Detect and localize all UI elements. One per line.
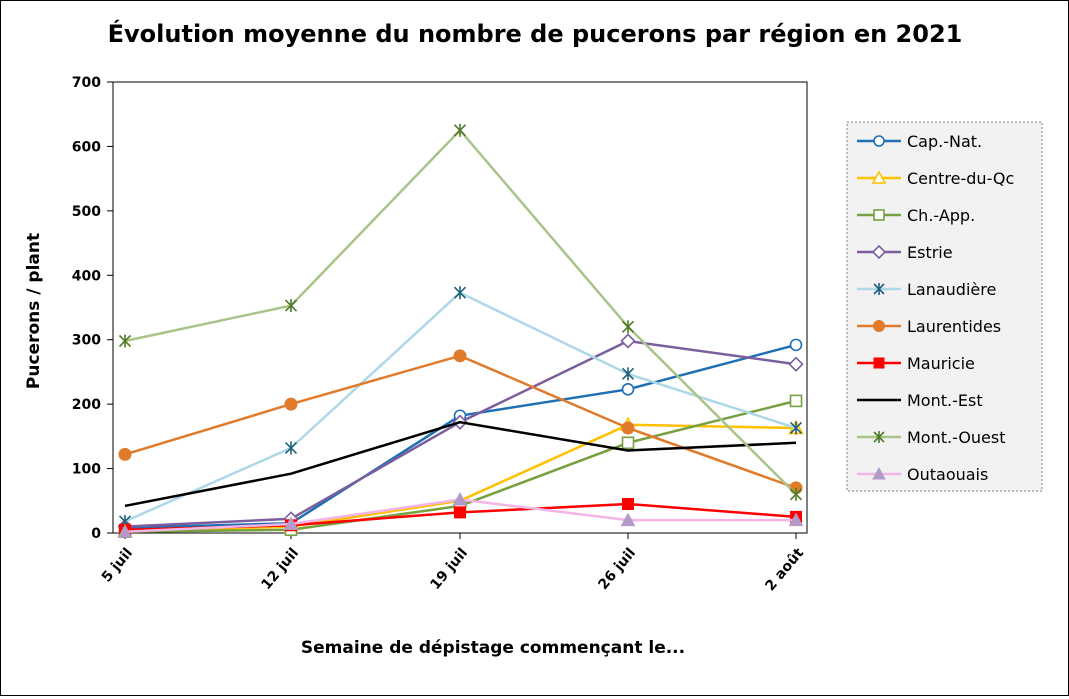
legend-label: Mont.-Ouest: [907, 428, 1006, 447]
data-point: [789, 487, 803, 501]
data-point: [620, 512, 636, 527]
y-axis-label: Pucerons / plant: [24, 233, 44, 389]
legend-marker: [873, 283, 885, 295]
data-point: [621, 320, 635, 334]
data-point: [621, 367, 635, 381]
series-layer: [117, 123, 804, 539]
legend-item: Estrie: [857, 243, 953, 262]
x-tick-label: 19 juil: [427, 545, 471, 593]
legend-label: Ch.-App.: [907, 206, 975, 225]
x-axis-label: Semaine de dépistage commençant le...: [301, 638, 685, 658]
y-tick-label: 400: [72, 268, 101, 284]
y-tick-label: 200: [72, 397, 101, 413]
legend-marker: [873, 135, 885, 147]
data-point: [117, 524, 133, 538]
legend-item: Lanaudière: [857, 280, 996, 299]
legend-label: Centre-du-Qc: [907, 169, 1014, 188]
data-point: [453, 349, 467, 363]
legend-marker: [871, 244, 887, 260]
legend-label: Laurentides: [907, 317, 1001, 336]
data-point: [283, 516, 299, 530]
legend-item: Mont.-Ouest: [857, 428, 1006, 447]
series-line: [124, 420, 797, 508]
series-9: [117, 491, 804, 538]
plot-area: [112, 81, 808, 534]
legend-label: Outaouais: [907, 465, 988, 484]
data-point: [621, 383, 635, 396]
x-tick-label: 12 juil: [258, 545, 302, 593]
legend-label: Mont.-Est: [907, 391, 983, 410]
legend-label: Cap.-Nat.: [907, 132, 982, 151]
legend-marker: [873, 357, 885, 369]
legend-marker: [871, 170, 887, 184]
x-tick-label: 2 août: [762, 545, 807, 594]
legend-item: Ch.-App.: [857, 206, 975, 225]
data-point: [622, 498, 634, 511]
data-point: [789, 338, 803, 352]
legend-marker: [872, 466, 886, 480]
legend-marker: [873, 209, 885, 221]
legend-label: Lanaudière: [907, 280, 996, 299]
y-tick-label: 100: [72, 462, 101, 478]
x-axis: 5 juil 12 juil 19 juil 26 juil 2 août: [99, 533, 807, 594]
data-point: [118, 447, 132, 461]
data-point: [788, 356, 804, 372]
data-point: [454, 506, 466, 519]
x-tick-label: 26 juil: [595, 545, 639, 593]
data-point: [452, 491, 468, 506]
data-point: [453, 286, 467, 300]
data-point: [788, 512, 804, 527]
legend: Cap.-Nat. Centre-du-Qc Ch.-App. Estrie Lanau…: [846, 121, 1043, 492]
series-line: [124, 129, 797, 496]
data-point: [789, 394, 803, 408]
data-point: [284, 397, 298, 411]
series-1: [117, 416, 804, 538]
y-tick-label: 700: [72, 75, 101, 91]
data-point: [620, 333, 636, 349]
x-tick-label: 5 juil: [99, 545, 136, 585]
legend-marker: [873, 431, 885, 443]
series-4: [118, 286, 803, 528]
y-tick-label: 500: [72, 204, 101, 220]
y-tick-label: 300: [72, 333, 101, 349]
data-point: [621, 421, 635, 435]
legend-marker: [873, 320, 885, 332]
legend-item: Mauricie: [857, 354, 975, 373]
y-tick-label: 600: [72, 139, 101, 155]
legend-item: Centre-du-Qc: [857, 169, 1014, 188]
legend-item: Mont.-Est: [857, 391, 983, 410]
data-point: [284, 441, 298, 455]
series-7: [124, 420, 797, 508]
data-point: [621, 436, 635, 450]
data-point: [789, 421, 803, 435]
data-point: [118, 334, 132, 348]
legend-label: Mauricie: [907, 354, 975, 373]
legend-item: Laurentides: [857, 317, 1001, 336]
data-point: [453, 123, 467, 137]
series-8: [118, 123, 803, 501]
chart-title: Évolution moyenne du nombre de pucerons …: [108, 19, 963, 48]
legend-item: Cap.-Nat.: [857, 132, 982, 151]
data-point: [284, 299, 298, 313]
legend-item: Outaouais: [857, 465, 988, 484]
legend-label: Estrie: [907, 243, 953, 262]
y-axis: 0 100 200 300 400 500 600 700: [72, 75, 113, 542]
y-tick-label: 0: [91, 526, 101, 542]
